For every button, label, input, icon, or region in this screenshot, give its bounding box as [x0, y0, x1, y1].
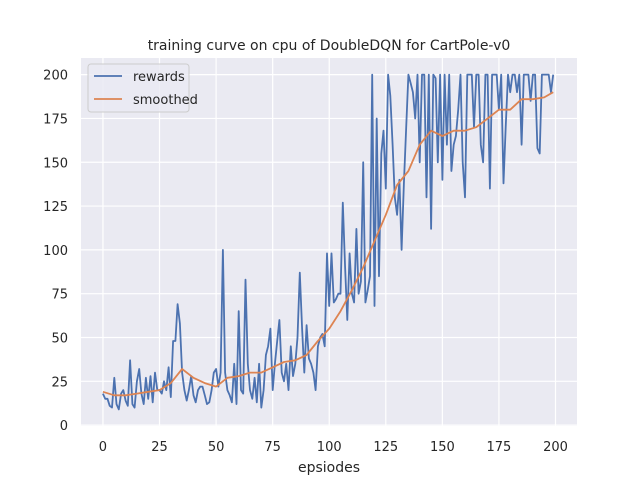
series-line-smoothed	[102, 91, 554, 397]
series-lines	[102, 73, 555, 411]
y-tick-label: 175	[43, 112, 68, 127]
y-tick-label: 0	[60, 419, 68, 434]
x-tick-labels: 0 25 50 75 100 125 150 175 200	[99, 440, 568, 455]
series-line-rewards	[102, 73, 555, 411]
y-tick-label: 200	[43, 69, 68, 84]
x-tick-label: 0	[99, 440, 107, 455]
y-tick-label: 50	[51, 332, 68, 347]
y-tick-label: 25	[51, 375, 68, 390]
x-tick-label: 75	[264, 440, 281, 455]
y-tick-labels: 0 25 50 75 100 125 150 175 200	[43, 69, 68, 434]
legend: rewards smoothed	[87, 63, 198, 113]
x-tick-label: 25	[151, 440, 168, 455]
y-tick-label: 125	[43, 200, 68, 215]
legend-label-smoothed: smoothed	[133, 93, 198, 108]
x-tick-label: 175	[487, 440, 512, 455]
y-tick-label: 150	[43, 156, 68, 171]
x-tick-label: 100	[317, 440, 342, 455]
x-tick-label: 200	[543, 440, 568, 455]
gridlines	[81, 58, 577, 426]
legend-label-rewards: rewards	[133, 70, 185, 85]
x-tick-label: 125	[373, 440, 398, 455]
y-tick-label: 75	[51, 288, 68, 303]
x-tick-label: 50	[208, 440, 225, 455]
chart-title: training curve on cpu of DoubleDQN for C…	[148, 38, 511, 54]
y-tick-label: 100	[43, 244, 68, 259]
x-tick-label: 150	[430, 440, 455, 455]
x-axis-label: epsiodes	[298, 460, 360, 476]
